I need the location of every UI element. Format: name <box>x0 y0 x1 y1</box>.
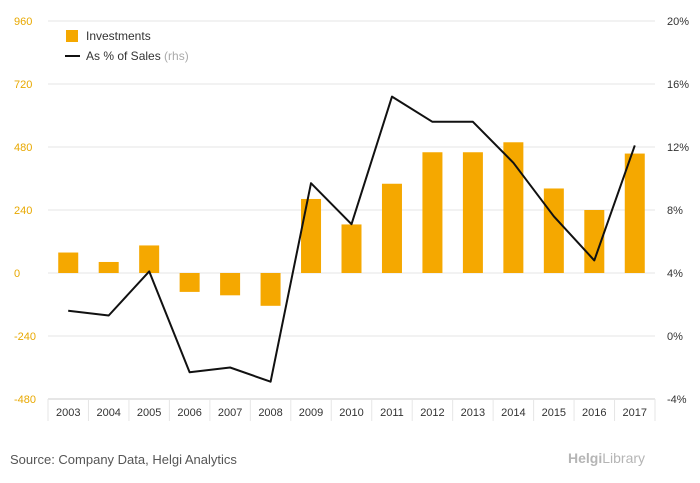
x-tick-label: 2017 <box>623 407 647 419</box>
right-tick-label: 4% <box>667 268 683 280</box>
bar-series <box>58 142 645 306</box>
right-tick-label: 16% <box>667 79 689 91</box>
right-tick-label: -4% <box>667 394 687 406</box>
legend-label-pct-sales: As % of Sales (rhs) <box>86 49 189 63</box>
bar-investments <box>58 252 79 273</box>
legend-bar-swatch <box>66 30 78 42</box>
x-tick-label: 2012 <box>420 407 444 419</box>
grid-lines <box>48 20 655 400</box>
left-tick-label: 240 <box>14 205 32 217</box>
bar-investments <box>220 273 241 296</box>
x-tick-label: 2007 <box>218 407 242 419</box>
source-note: Source: Company Data, Helgi Analytics <box>10 452 237 467</box>
left-tick-label: -240 <box>14 331 36 343</box>
bar-investments <box>341 224 362 273</box>
x-tick-label: 2011 <box>380 407 404 419</box>
bar-investments <box>260 273 281 306</box>
x-tick-label: 2006 <box>177 407 201 419</box>
x-tick-label: 2004 <box>96 407 120 419</box>
bar-investments <box>139 245 160 273</box>
bar-investments <box>301 198 322 273</box>
logo-product: Library <box>602 450 646 466</box>
left-axis-ticks: 960 720 480 240 0 -240 -480 <box>14 16 36 406</box>
line-pct-of-sales <box>68 95 636 383</box>
bar-investments <box>381 183 402 273</box>
right-tick-label: 0% <box>667 331 683 343</box>
right-tick-label: 8% <box>667 205 683 217</box>
right-axis-ticks: 20% 16% 12% 8% 4% 0% -4% <box>667 16 689 406</box>
line-series <box>68 95 636 383</box>
bar-investments <box>503 142 524 273</box>
chart: 2003 2004 2005 2006 2007 2008 2009 2010 2011 2012… <box>14 16 689 421</box>
bar-investments <box>543 188 564 273</box>
left-tick-label: 0 <box>14 268 20 280</box>
x-tick-label: 2016 <box>582 407 606 419</box>
bar-investments <box>422 152 443 273</box>
right-tick-label: 20% <box>667 16 689 28</box>
bar-investments <box>179 273 200 292</box>
right-tick-label: 12% <box>667 142 689 154</box>
x-tick-label: 2003 <box>56 407 80 419</box>
bar-investments <box>462 152 483 273</box>
left-tick-label: -480 <box>14 394 36 406</box>
legend: Investments As % of Sales (rhs) <box>65 29 189 63</box>
legend-rhs-suffix: (rhs) <box>161 49 189 63</box>
logo-brand: Helgi <box>568 450 603 466</box>
x-tick-label: 2015 <box>542 407 566 419</box>
x-tick-label: 2008 <box>258 407 282 419</box>
bar-investments <box>624 153 645 273</box>
x-tick-label: 2005 <box>137 407 161 419</box>
x-axis: 2003 2004 2005 2006 2007 2008 2009 2010 2011 2012… <box>47 398 656 421</box>
x-tick-label: 2014 <box>501 407 525 419</box>
left-tick-label: 960 <box>14 16 32 28</box>
bar-investments <box>584 210 605 273</box>
helgi-library-logo: HelgiLibrary <box>568 450 645 466</box>
x-tick-label: 2013 <box>461 407 485 419</box>
x-tick-label: 2009 <box>299 407 323 419</box>
legend-label-investments: Investments <box>86 29 151 43</box>
legend-label-pct-sales-text: As % of Sales <box>86 49 161 63</box>
left-tick-label: 720 <box>14 79 32 91</box>
x-tick-label: 2010 <box>339 407 363 419</box>
left-tick-label: 480 <box>14 142 32 154</box>
bar-investments <box>98 261 119 273</box>
